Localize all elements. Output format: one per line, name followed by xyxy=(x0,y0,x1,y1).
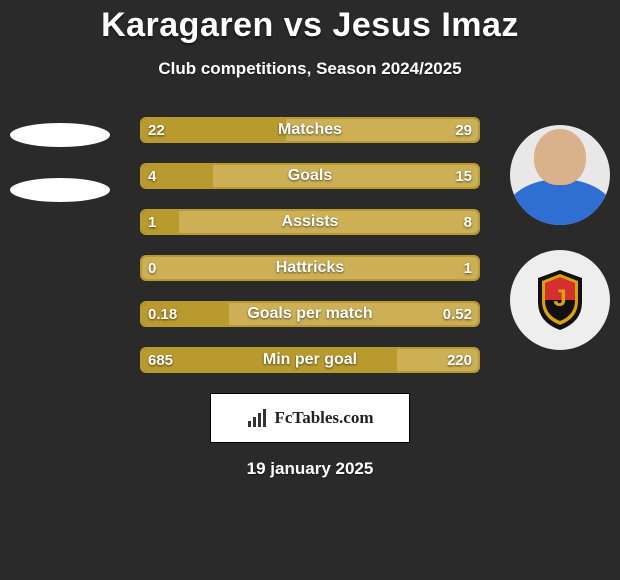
infographic-date: 19 january 2025 xyxy=(0,459,620,479)
page-title: Karagaren vs Jesus Imaz xyxy=(0,0,620,45)
stat-bar-track xyxy=(140,117,480,143)
stat-row: Goals per match0.180.52 xyxy=(140,301,480,327)
stat-bar-right xyxy=(286,119,478,141)
fctables-attribution: FcTables.com xyxy=(210,393,410,443)
stat-row: Assists18 xyxy=(140,209,480,235)
stat-bar-left xyxy=(142,303,229,325)
stat-bar-track xyxy=(140,347,480,373)
stat-bar-right xyxy=(213,165,478,187)
stat-row: Goals415 xyxy=(140,163,480,189)
stat-row: Matches2229 xyxy=(140,117,480,143)
page-subtitle: Club competitions, Season 2024/2025 xyxy=(0,59,620,79)
stat-bar-track xyxy=(140,209,480,235)
fctables-label: FcTables.com xyxy=(274,408,373,428)
stat-bar-left xyxy=(142,211,179,233)
fctables-logo-icon xyxy=(246,407,268,429)
stat-bar-right xyxy=(179,211,478,233)
stat-bar-right xyxy=(229,303,478,325)
stat-bar-track xyxy=(140,255,480,281)
stat-bar-left xyxy=(142,349,397,371)
stat-row: Hattricks01 xyxy=(140,255,480,281)
stat-bar-left xyxy=(142,119,286,141)
stat-bar-track xyxy=(140,163,480,189)
stat-row: Min per goal685220 xyxy=(140,347,480,373)
stat-bar-right xyxy=(142,257,478,279)
stat-bar-right xyxy=(397,349,478,371)
stat-bar-left xyxy=(142,165,213,187)
stats-comparison-chart: Matches2229 Goals415 Assists18 Hattricks01 G… xyxy=(0,117,620,373)
stat-bar-track xyxy=(140,301,480,327)
